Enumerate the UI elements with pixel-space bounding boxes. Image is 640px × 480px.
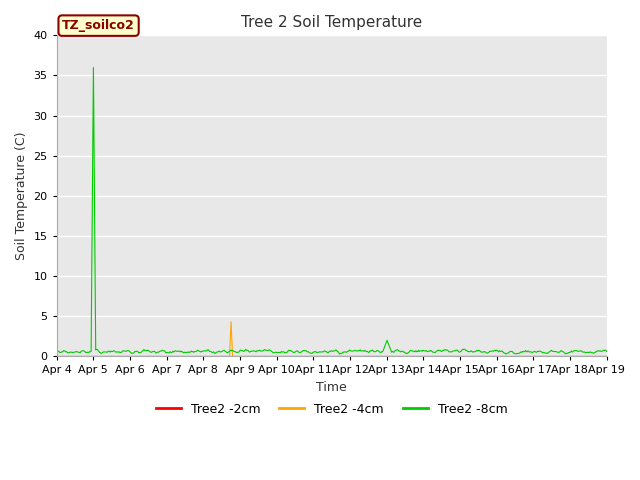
Title: Tree 2 Soil Temperature: Tree 2 Soil Temperature (241, 15, 422, 30)
Legend: Tree2 -2cm, Tree2 -4cm, Tree2 -8cm: Tree2 -2cm, Tree2 -4cm, Tree2 -8cm (151, 398, 513, 420)
Text: TZ_soilco2: TZ_soilco2 (62, 19, 135, 32)
Y-axis label: Soil Temperature (C): Soil Temperature (C) (15, 132, 28, 260)
X-axis label: Time: Time (316, 381, 347, 394)
